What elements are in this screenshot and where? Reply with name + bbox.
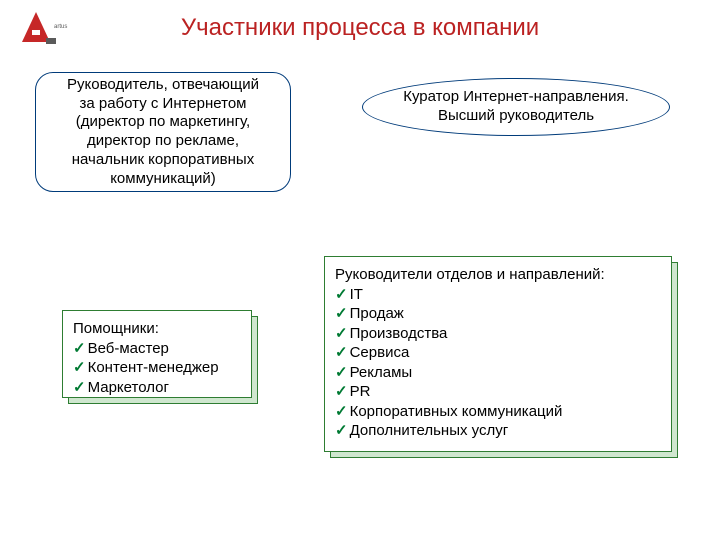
check-icon: ✓ xyxy=(335,286,348,303)
check-icon: ✓ xyxy=(335,305,348,322)
paper-assistants: Помощники: ✓Веб-мастер ✓Контент-менеджер… xyxy=(62,310,258,404)
list-item: ✓Веб-мастер xyxy=(73,339,241,359)
check-icon: ✓ xyxy=(73,340,86,357)
list-item: ✓Продаж xyxy=(335,304,661,324)
node-curator: Куратор Интернет-направления.Высший руко… xyxy=(362,78,670,136)
paper-front: Руководители отделов и направлений: ✓IT … xyxy=(324,256,672,452)
list-item: ✓Контент-менеджер xyxy=(73,358,241,378)
check-icon: ✓ xyxy=(335,383,348,400)
list-item: ✓Рекламы xyxy=(335,363,661,383)
node-leader-text: Руководитель, отвечающийза работу с Инте… xyxy=(67,76,259,189)
page-title: Участники процесса в компании xyxy=(0,14,720,42)
check-icon: ✓ xyxy=(335,325,348,342)
list-item: ✓Дополнительных услуг xyxy=(335,421,661,441)
list-item: ✓Производства xyxy=(335,324,661,344)
check-icon: ✓ xyxy=(73,379,86,396)
node-leader: Руководитель, отвечающийза работу с Инте… xyxy=(35,72,291,192)
list-item: ✓IT xyxy=(335,285,661,305)
paper-front: Помощники: ✓Веб-мастер ✓Контент-менеджер… xyxy=(62,310,252,398)
check-icon: ✓ xyxy=(335,422,348,439)
list-item: ✓Сервиса xyxy=(335,343,661,363)
check-icon: ✓ xyxy=(335,403,348,420)
check-icon: ✓ xyxy=(73,359,86,376)
dept-heads-title: Руководители отделов и направлений: xyxy=(335,265,661,285)
list-item: ✓Корпоративных коммуникаций xyxy=(335,402,661,422)
list-item: ✓Маркетолог xyxy=(73,378,241,398)
list-item: ✓PR xyxy=(335,382,661,402)
assistants-title: Помощники: xyxy=(73,319,241,339)
node-curator-text: Куратор Интернет-направления.Высший руко… xyxy=(403,88,629,126)
paper-dept-heads: Руководители отделов и направлений: ✓IT … xyxy=(324,256,678,458)
check-icon: ✓ xyxy=(335,364,348,381)
check-icon: ✓ xyxy=(335,344,348,361)
